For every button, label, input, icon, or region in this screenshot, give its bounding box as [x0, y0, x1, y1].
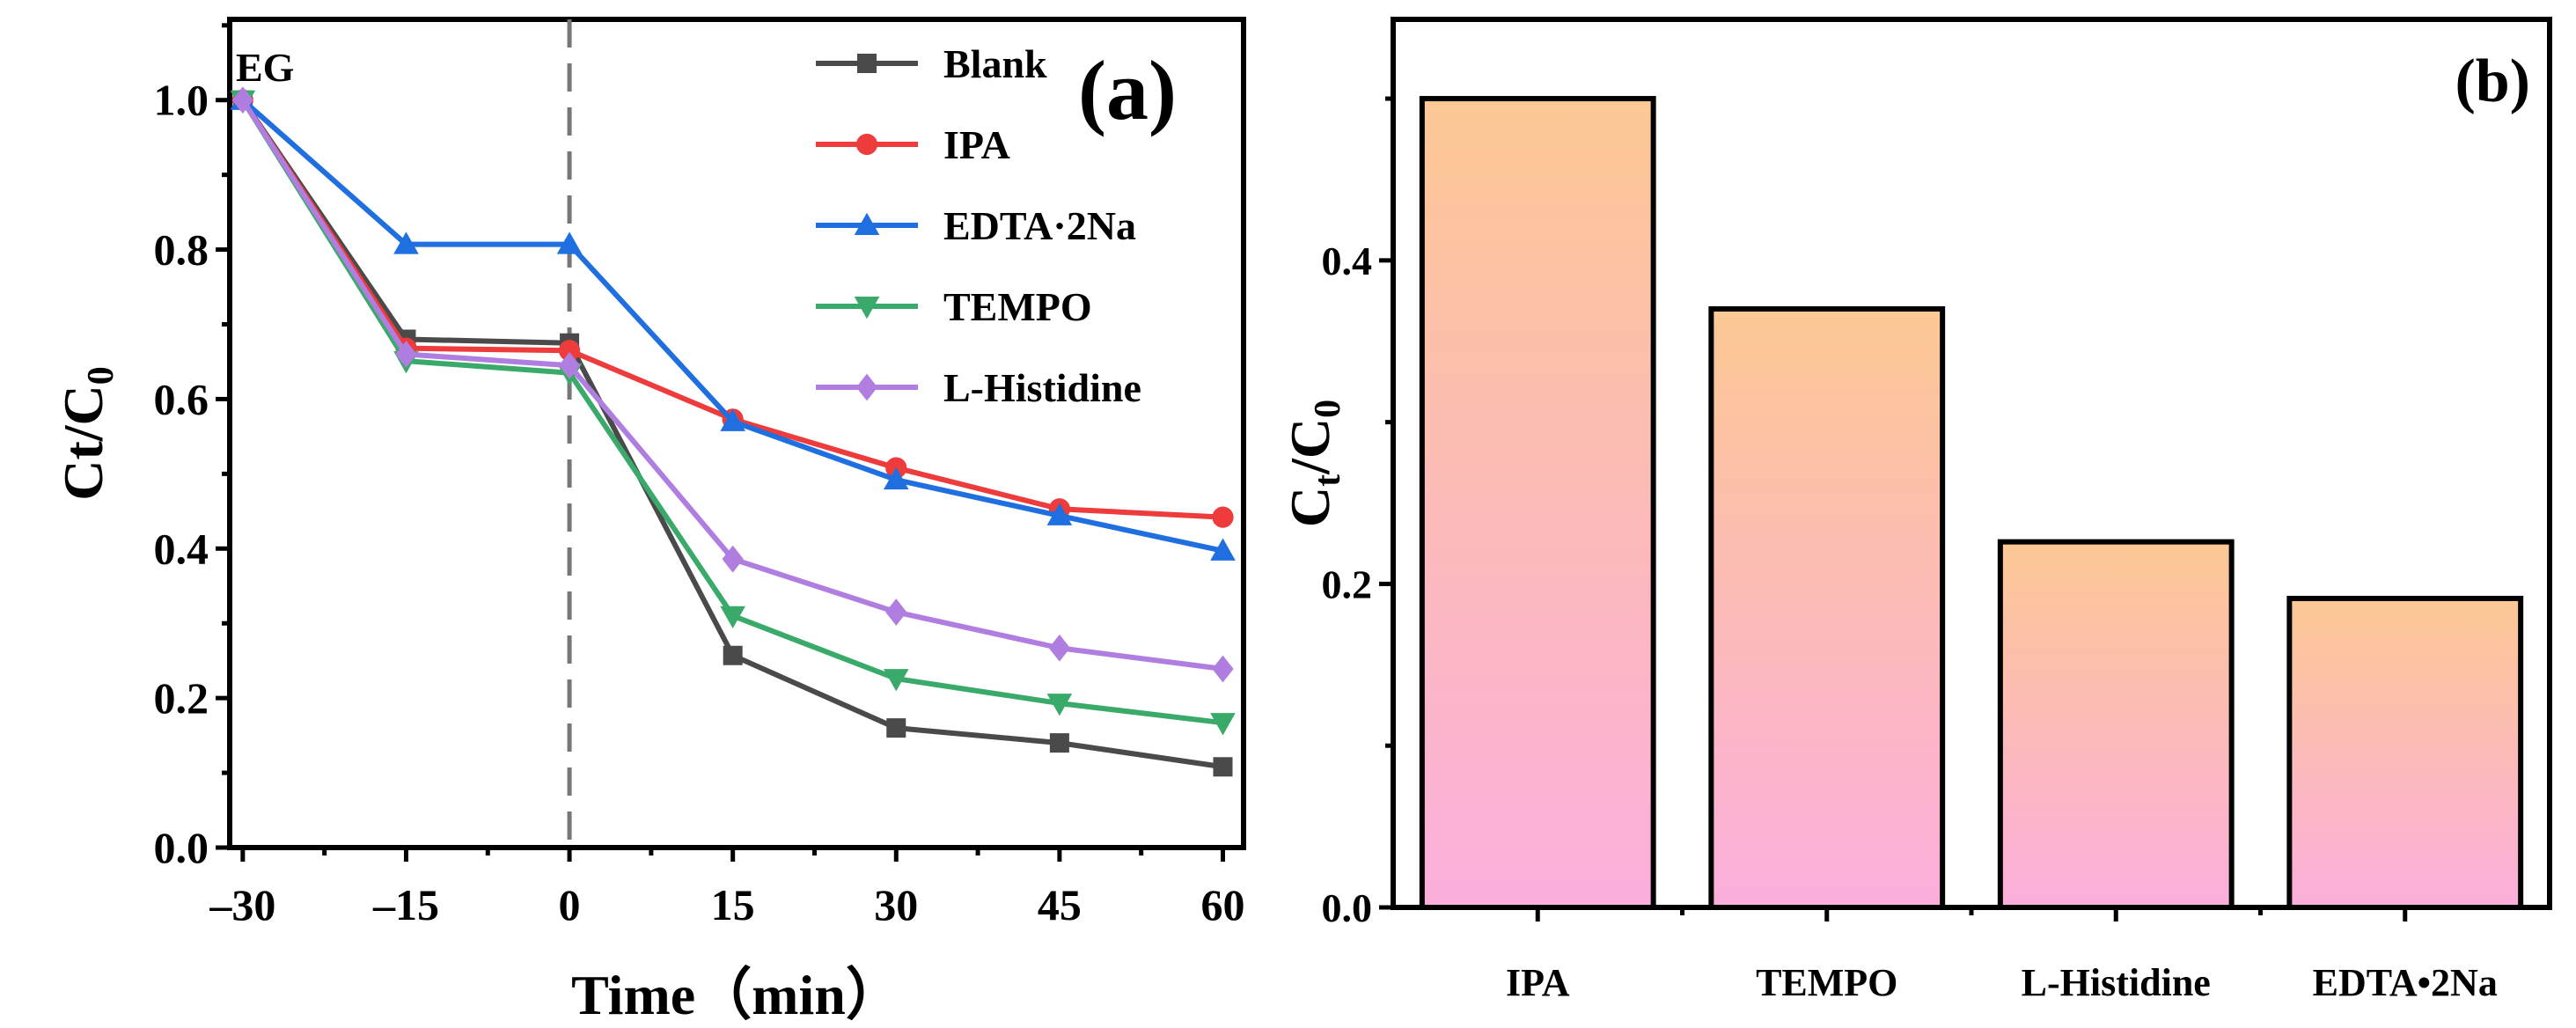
x-tick-label: 15	[711, 880, 755, 929]
square-marker	[886, 718, 906, 738]
legend-item: Blank	[816, 41, 1047, 86]
y-axis-title: Ct/C0	[52, 366, 121, 501]
plot-frame	[227, 17, 1246, 850]
x-tick-label: –15	[372, 880, 439, 929]
x-tick-label: EDTA•2Na	[2313, 961, 2498, 1004]
triangle-down-marker	[1210, 713, 1236, 736]
bar-l-histidine	[1997, 539, 2235, 910]
annotation-eg: EG	[236, 45, 294, 90]
legend-item: TEMPO	[816, 284, 1092, 329]
x-tick-label: L-Histidine	[2022, 961, 2211, 1004]
panel-b: IPA TEMPO L-Histidine EDTA•2Na 0.0 0.2 0.4 (b) C…	[1279, 17, 2552, 1004]
series-l-histidine	[231, 86, 1234, 683]
series-blank	[232, 90, 1233, 777]
circle-marker	[558, 340, 581, 362]
panel-label: (a)	[1078, 43, 1177, 137]
x-tick-label: 45	[1038, 880, 1082, 929]
panel-label: (b)	[2455, 48, 2530, 115]
panel-a: –30 –15 0 15 30 45 60 0.0 0.2 0.4 0.6 0.8 1.0 Blank IP…	[52, 17, 1246, 1026]
legend-item: IPA	[816, 122, 1010, 167]
x-tick-label: 30	[874, 880, 918, 929]
y-tick-label: 0.6	[154, 374, 209, 423]
triangle-down-marker	[854, 297, 880, 319]
y-tick-label: 0.0	[1322, 885, 1373, 930]
legend-item: EDTA·2Na	[816, 203, 1136, 248]
series-line	[240, 99, 1223, 770]
diamond-marker	[885, 598, 907, 626]
diamond-marker	[558, 351, 581, 379]
y-tick-label: 0.4	[1322, 239, 1373, 283]
diamond-marker	[231, 86, 253, 114]
x-tick-label: –30	[209, 880, 275, 929]
y-tick-label: 0.2	[1322, 562, 1373, 606]
legend-label: IPA	[943, 122, 1010, 167]
x-tick-label: TEMPO	[1756, 961, 1897, 1004]
bar-ipa	[1419, 96, 1656, 911]
diamond-marker	[855, 373, 878, 401]
triangle-down-marker	[883, 669, 909, 692]
triangle-down-marker	[1046, 694, 1073, 716]
diamond-marker	[1048, 634, 1070, 662]
x-axis-title: Time（min）	[571, 964, 902, 1026]
x-tick-label: IPA	[1506, 961, 1570, 1004]
legend-item: L-Histidine	[816, 365, 1141, 410]
circle-marker	[855, 133, 878, 156]
bar-edta-2na	[2286, 595, 2524, 910]
triangle-up-marker	[854, 212, 880, 235]
x-tick-label: 0	[559, 880, 581, 929]
bar-tempo	[1708, 305, 1946, 910]
circle-marker	[1212, 506, 1234, 528]
square-marker	[723, 645, 743, 665]
triangle-up-marker	[393, 231, 419, 254]
square-marker	[1213, 757, 1233, 777]
square-marker	[857, 54, 877, 73]
legend-label: L-Histidine	[943, 365, 1141, 410]
triangle-up-marker	[1210, 538, 1236, 561]
legend-label: Blank	[943, 41, 1047, 86]
y-tick-label: 0.0	[154, 823, 209, 872]
legend-label: TEMPO	[943, 284, 1092, 329]
diamond-marker	[722, 545, 744, 573]
legend-label: EDTA·2Na	[943, 203, 1136, 248]
square-marker	[1049, 733, 1069, 753]
triangle-up-marker	[556, 231, 583, 254]
y-tick-label: 0.8	[154, 225, 209, 275]
diamond-marker	[1212, 655, 1234, 683]
diamond-marker	[395, 341, 417, 368]
triangle-up-marker	[883, 466, 909, 490]
y-tick-label: 1.0	[154, 76, 209, 125]
triangle-down-marker	[720, 606, 745, 629]
triangle-up-marker	[1046, 503, 1073, 525]
triangle-up-marker	[720, 408, 745, 431]
y-axis-title: Ct/C0	[1279, 400, 1348, 527]
y-tick-label: 0.4	[154, 524, 209, 573]
y-tick-label: 0.2	[154, 673, 209, 723]
x-tick-label: 60	[1200, 880, 1244, 929]
